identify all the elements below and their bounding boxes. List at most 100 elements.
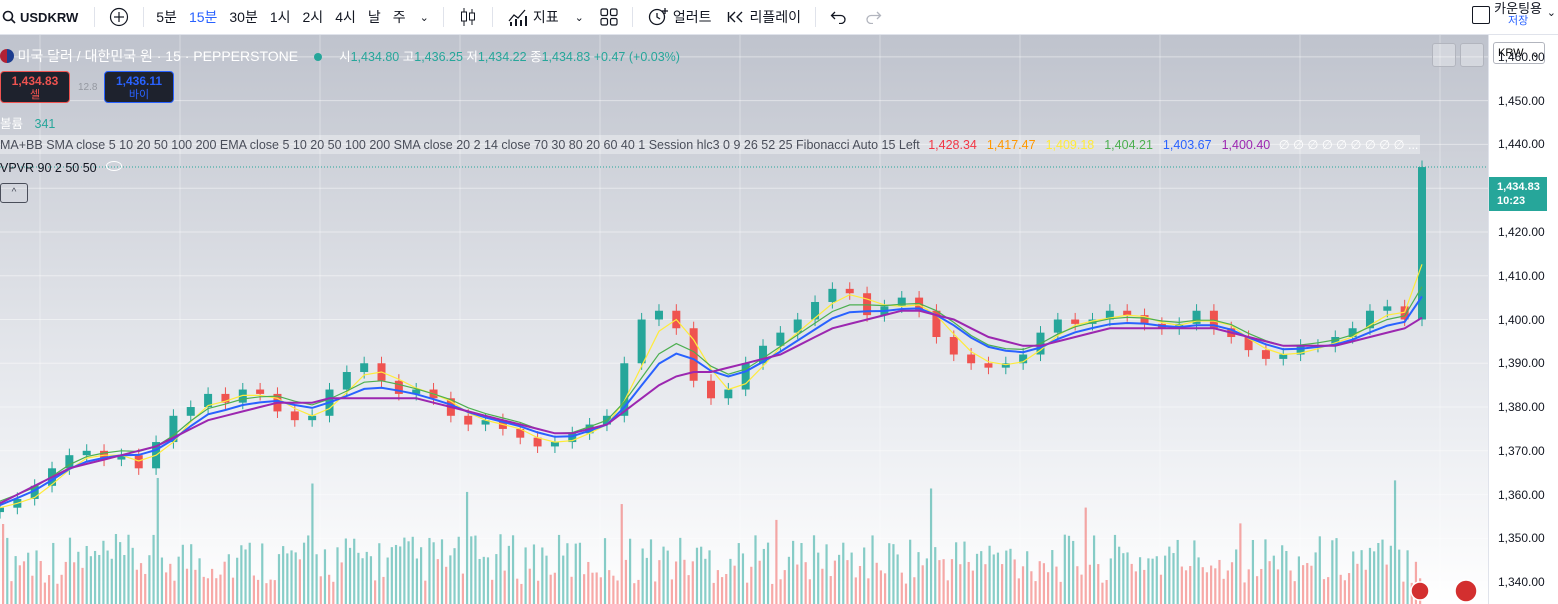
candle-body bbox=[863, 293, 872, 316]
candle-body bbox=[568, 433, 577, 443]
vpvr-indicator-legend[interactable]: VPVR 90 2 50 50 bbox=[0, 161, 123, 175]
candle-body bbox=[204, 393, 213, 408]
volume-bar bbox=[1109, 558, 1112, 604]
volume-bar bbox=[1314, 552, 1317, 604]
currency-selector[interactable]: KRW ⌄ bbox=[1493, 42, 1545, 64]
chart-type-button[interactable] bbox=[450, 0, 486, 34]
candle-body bbox=[1261, 350, 1270, 359]
interval-7[interactable]: 주 bbox=[392, 9, 406, 25]
volume-bar bbox=[1180, 566, 1183, 604]
volume-bar bbox=[1406, 550, 1409, 604]
volume-bar bbox=[1059, 581, 1062, 604]
ma-value-3: 1,404.21 bbox=[1104, 138, 1153, 152]
volume-bar bbox=[68, 537, 72, 604]
symbol-search[interactable]: USDKRW bbox=[0, 10, 88, 25]
axis-tick-label: 1,360.00 bbox=[1498, 487, 1545, 502]
volume-bar bbox=[465, 491, 469, 604]
interval-0[interactable]: 5분 bbox=[156, 9, 177, 25]
volume-bar bbox=[332, 581, 335, 604]
volume-bar bbox=[528, 568, 531, 604]
volume-bar bbox=[374, 580, 377, 604]
volume-bar bbox=[570, 576, 573, 604]
volume-bar bbox=[198, 558, 201, 604]
candle-body bbox=[793, 319, 802, 333]
divider bbox=[815, 7, 817, 27]
legend-title: 미국 달러 / 대한민국 원 · 15 · PEPPERSTONE bbox=[17, 48, 299, 64]
rewind-icon bbox=[728, 11, 743, 23]
collapse-legend-button[interactable]: ^ bbox=[0, 183, 28, 203]
volume-bar bbox=[1289, 570, 1292, 604]
redo-icon bbox=[866, 11, 882, 24]
candle-body bbox=[117, 455, 126, 460]
volume-bar bbox=[1130, 563, 1133, 604]
volume-bar bbox=[298, 559, 301, 604]
volume-bar bbox=[654, 581, 657, 604]
sell-button[interactable]: 1,434.83 셀 bbox=[0, 71, 70, 103]
undo-button[interactable] bbox=[822, 0, 856, 34]
volume-bar bbox=[478, 558, 481, 604]
candle-body bbox=[1123, 310, 1132, 316]
ma-params: MA+BB SMA close 5 10 20 50 100 200 EMA c… bbox=[0, 138, 920, 152]
volume-bar bbox=[1101, 582, 1104, 604]
volume-bar bbox=[1001, 564, 1004, 604]
buy-button[interactable]: 1,436.11 바이 bbox=[104, 71, 174, 103]
volume-bar bbox=[1084, 507, 1087, 604]
volume-bar bbox=[93, 550, 97, 604]
volume-bar bbox=[1126, 552, 1129, 604]
chart-settings-button[interactable] bbox=[1432, 43, 1456, 67]
volume-bar bbox=[1105, 579, 1108, 604]
candle-body bbox=[915, 297, 924, 311]
volume-bar bbox=[219, 574, 222, 604]
volume-bar bbox=[177, 556, 180, 604]
volume-bar bbox=[1092, 535, 1096, 604]
interval-2[interactable]: 30분 bbox=[229, 9, 258, 25]
volume-bar bbox=[35, 550, 38, 604]
replay-button[interactable]: 리플레이 bbox=[719, 0, 809, 34]
volume-bar bbox=[1322, 579, 1326, 604]
axis-tick-label: 1,350.00 bbox=[1498, 531, 1545, 546]
layout-save-button[interactable]: 카운팅용 저장 bbox=[1494, 2, 1542, 28]
layout-checkbox[interactable] bbox=[1472, 6, 1490, 24]
volume-bar bbox=[1293, 581, 1296, 604]
volume-bar bbox=[328, 574, 331, 604]
interval-6[interactable]: 날 bbox=[367, 9, 381, 25]
eye-icon[interactable] bbox=[106, 161, 123, 171]
ma-line-green bbox=[0, 286, 1423, 502]
volume-bar bbox=[453, 548, 456, 604]
bar-countdown: 10:23 bbox=[1497, 195, 1526, 207]
interval-4[interactable]: 2시 bbox=[302, 9, 324, 25]
volume-bar bbox=[1268, 561, 1271, 604]
price-axis[interactable]: KRW ⌄ 1,460.001,450.001,440.001,430.001,… bbox=[1488, 35, 1558, 604]
interval-3[interactable]: 1시 bbox=[269, 9, 291, 25]
volume-bar bbox=[52, 542, 55, 604]
divider bbox=[442, 7, 444, 27]
volume-bar bbox=[323, 549, 327, 604]
volume-bar bbox=[959, 564, 962, 604]
interval-1[interactable]: 15분 bbox=[188, 9, 218, 25]
indicators-dropdown[interactable]: ⌄ bbox=[574, 11, 584, 24]
interval-5[interactable]: 4시 bbox=[335, 9, 356, 25]
layout-dropdown-icon[interactable]: ⌄ bbox=[1546, 7, 1556, 19]
volume-bar bbox=[365, 551, 368, 604]
price-chart[interactable] bbox=[0, 35, 1488, 604]
alert-button[interactable]: 얼러트 bbox=[639, 0, 720, 34]
ma-indicator-legend[interactable]: MA+BB SMA close 5 10 20 50 100 200 EMA c… bbox=[0, 135, 1420, 154]
volume-bar bbox=[294, 552, 297, 604]
fullscreen-button[interactable] bbox=[1460, 43, 1484, 67]
interval-dropdown[interactable]: ⌄ bbox=[419, 11, 429, 24]
redo-button[interactable] bbox=[856, 0, 890, 34]
axis-tick-label: 1,390.00 bbox=[1498, 356, 1545, 371]
volume-bar bbox=[583, 574, 586, 604]
indicators-button[interactable]: 지표 bbox=[499, 0, 567, 34]
layout-button[interactable] bbox=[592, 0, 626, 34]
volume-indicator-legend[interactable]: 볼륨 341 bbox=[0, 113, 55, 132]
volume-bar bbox=[491, 579, 494, 604]
volume-bar bbox=[578, 542, 582, 604]
candle-body bbox=[186, 407, 195, 416]
candle-body bbox=[65, 455, 74, 469]
candle-body bbox=[741, 363, 750, 390]
compare-button[interactable] bbox=[101, 0, 137, 34]
volume-bar bbox=[1264, 539, 1267, 604]
volume-bar bbox=[340, 562, 343, 604]
chart-pane[interactable] bbox=[0, 35, 1488, 604]
